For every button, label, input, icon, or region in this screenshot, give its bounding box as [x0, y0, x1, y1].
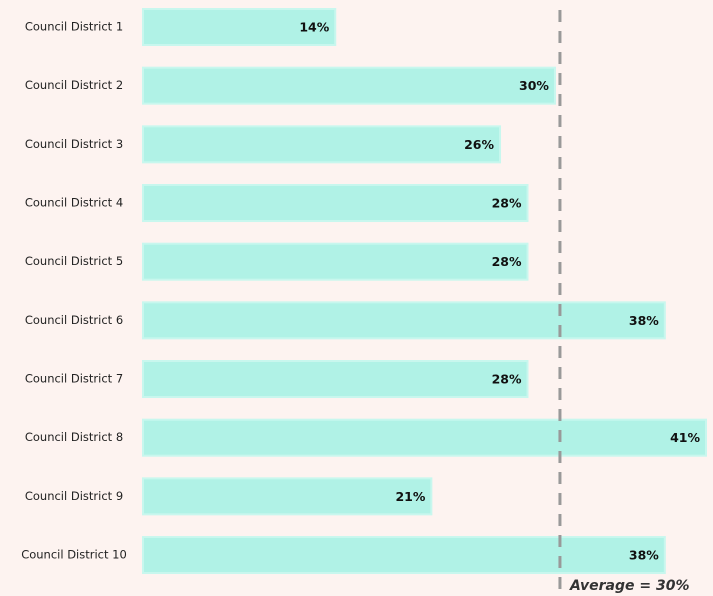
category-label: Council District 3: [25, 137, 123, 151]
value-label: 26%: [464, 137, 494, 152]
category-label: Council District 5: [25, 254, 123, 268]
value-label: 41%: [670, 430, 700, 445]
bar: [142, 184, 529, 223]
category-label: Council District 10: [21, 548, 127, 562]
value-label: 28%: [492, 254, 522, 269]
value-label: 28%: [492, 196, 522, 211]
bar: [142, 66, 556, 105]
value-label: 14%: [299, 20, 329, 35]
category-label: Council District 6: [25, 313, 123, 327]
bar: [142, 301, 666, 340]
category-label: Council District 8: [25, 430, 123, 444]
bar: [142, 536, 666, 575]
category-label: Council District 1: [25, 20, 123, 34]
value-label: 38%: [629, 548, 659, 563]
bar: [142, 8, 337, 46]
bar: [142, 418, 707, 457]
bar: [142, 477, 433, 516]
value-label: 28%: [492, 372, 522, 387]
value-label: 38%: [629, 313, 659, 328]
category-label: Council District 4: [25, 196, 123, 210]
category-label: Council District 7: [25, 372, 123, 386]
category-label: Council District 2: [25, 78, 123, 92]
value-label: 30%: [519, 78, 549, 93]
bar: [142, 360, 529, 399]
bar: [142, 242, 529, 281]
average-label: Average = 30%: [569, 578, 690, 594]
value-label: 21%: [395, 489, 425, 504]
category-label: Council District 9: [25, 489, 123, 503]
bar: [142, 125, 502, 164]
